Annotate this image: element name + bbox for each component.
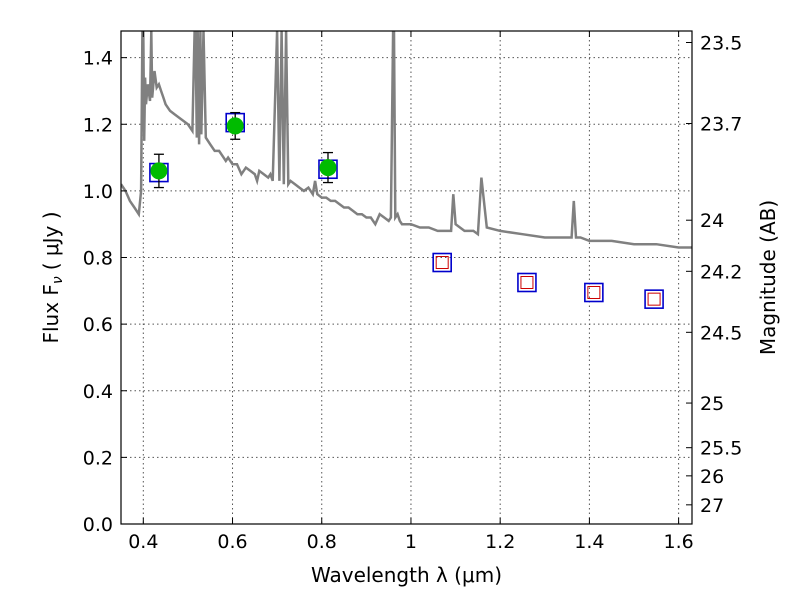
x-axis-label: Wavelength λ (μm) — [311, 563, 502, 587]
template-spectrum-line — [121, 31, 692, 249]
upper-points — [435, 256, 661, 306]
y-tick-label: 0.6 — [83, 314, 113, 336]
gridlines — [121, 31, 692, 525]
model-photometry — [149, 112, 664, 309]
y2-axis-label: Magnitude (AB) — [756, 200, 780, 355]
x-tick-label: 1 — [405, 531, 417, 553]
y-tick-label: 0.8 — [83, 248, 113, 270]
y-tick-label: 1.0 — [83, 181, 113, 203]
observed-photometry — [150, 111, 337, 189]
y-tick-label: 1.4 — [83, 48, 113, 70]
upper-point-square — [520, 275, 534, 289]
y2-tick-label: 23.5 — [700, 33, 742, 55]
model-point-square — [584, 282, 604, 303]
y2-tick-label: 24.5 — [700, 322, 742, 344]
plot-frame — [120, 30, 693, 525]
y2-tick-label: 24 — [700, 210, 724, 232]
axis-ticks — [121, 31, 692, 525]
observed-point — [319, 159, 337, 177]
x-tick-label: 0.6 — [217, 531, 247, 553]
y2-tick-label: 25.5 — [700, 438, 742, 460]
observed-point — [226, 117, 244, 135]
x-tick-label: 1.6 — [664, 531, 694, 553]
upper-point-square — [587, 285, 601, 299]
y2-tick-label: 23.7 — [700, 114, 742, 136]
y-tick-label: 0.4 — [83, 381, 113, 403]
y-axis-label-sub: ν — [50, 276, 66, 284]
model-point-square — [432, 252, 452, 273]
y-tick-label: 1.2 — [83, 114, 113, 136]
x-tick-label: 1.2 — [485, 531, 515, 553]
x-tick-label: 1.4 — [574, 531, 604, 553]
upper-point-square — [435, 256, 449, 270]
y2-tick-label: 27 — [700, 495, 724, 517]
y-tick-label: 0.2 — [83, 447, 113, 469]
plot-area — [121, 31, 692, 309]
y2-tick-label: 26 — [700, 466, 724, 488]
x-tick-label: 0.4 — [128, 531, 158, 553]
y-axis-label-unit: ( μJy ) — [39, 211, 63, 270]
upper-point-square — [647, 292, 661, 306]
x-tick-label: 0.8 — [307, 531, 337, 553]
y-axis-label: Flux Fν ( μJy ) — [39, 211, 66, 343]
y2-tick-label: 24.2 — [700, 261, 742, 283]
model-point-square — [644, 289, 664, 309]
model-point-square — [517, 272, 537, 293]
observed-point — [150, 162, 168, 180]
y-tick-label: 0.0 — [83, 514, 113, 536]
y-axis-label-main: Flux F — [39, 284, 63, 343]
y2-tick-label: 25 — [700, 393, 724, 415]
